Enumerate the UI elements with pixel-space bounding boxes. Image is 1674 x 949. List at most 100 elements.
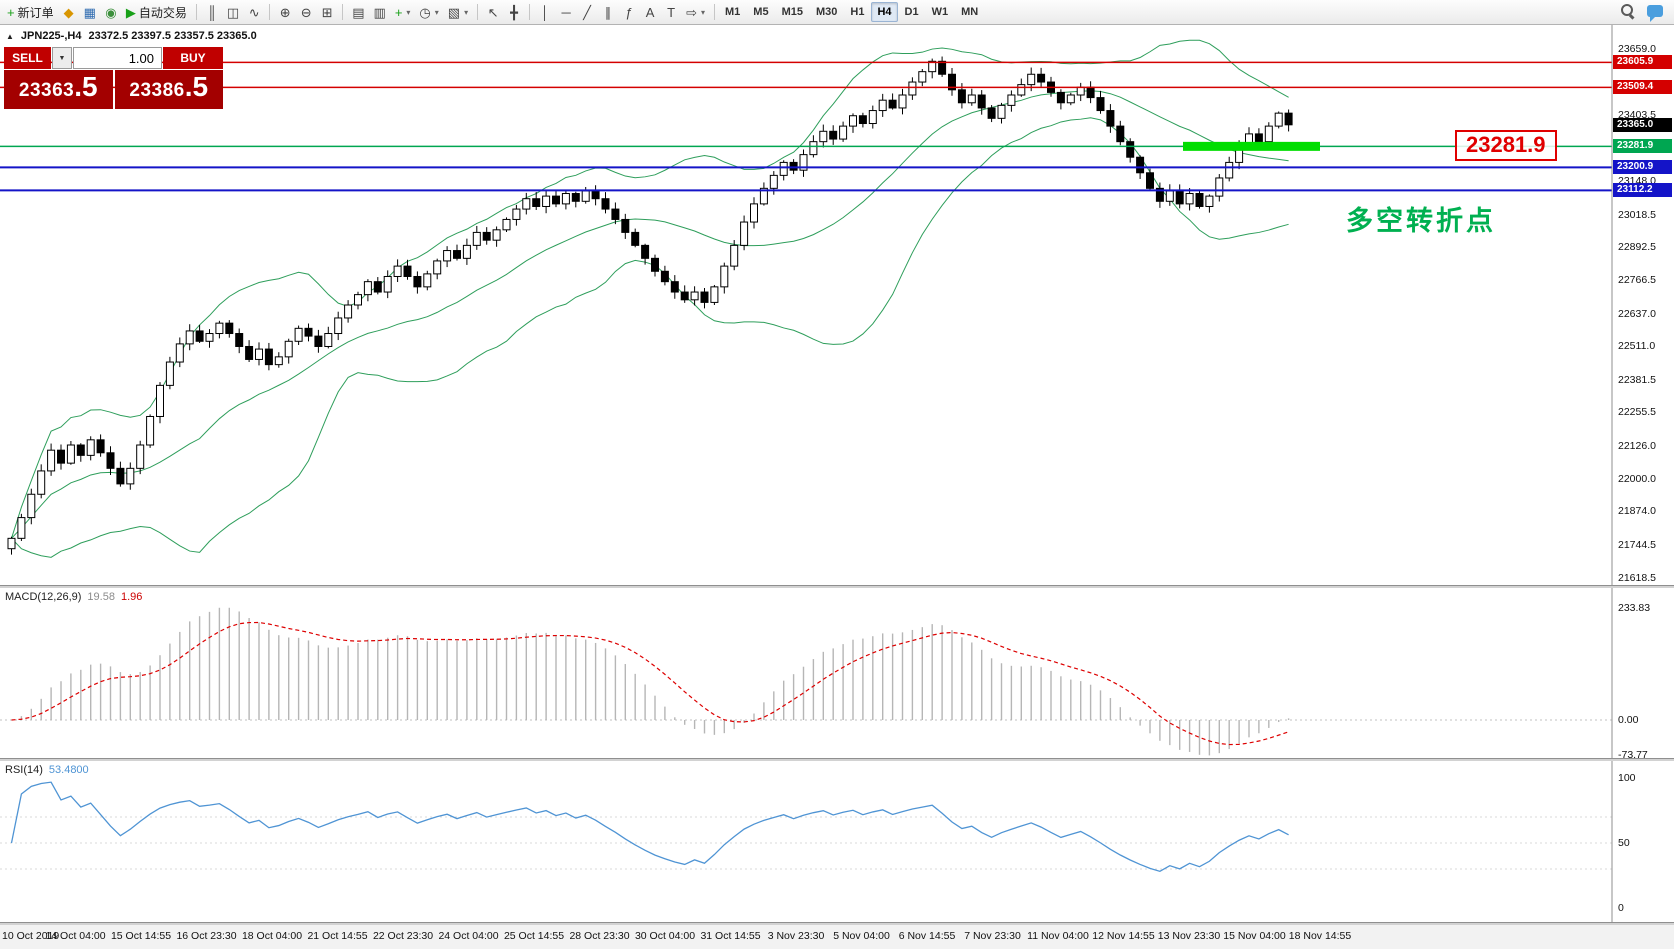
y-axis-tick: 22766.5 [1618, 273, 1656, 286]
chart-text-annotation[interactable]: 多空转折点 [1346, 206, 1496, 236]
arrange-horizontal-icon[interactable]: ▤ [348, 2, 368, 22]
resistance-upper-price-label: 23605.9 [1613, 55, 1672, 70]
crosshair-icon[interactable]: ╋ [504, 2, 524, 22]
chart-title: ▲ JPN225-,H4 23372.5 23397.5 23357.5 233… [6, 30, 257, 42]
y-axis-tick: 21618.5 [1618, 571, 1656, 584]
volume-dropdown-button[interactable]: ▼ [52, 47, 72, 69]
new-order-glyph: + [7, 4, 15, 20]
sell-price-button[interactable]: 23363.5 [4, 70, 113, 109]
x-axis-label: 12 Nov 14:55 [1092, 930, 1155, 942]
search-button[interactable] [1618, 1, 1637, 23]
macd-main-value: 19.58 [87, 591, 115, 603]
y-axis-tick: 23018.5 [1618, 208, 1656, 221]
pivot-price-callout[interactable]: 23281.9 [1455, 130, 1557, 161]
timeframe-m5-button[interactable]: M5 [747, 2, 774, 22]
horizontal-line-icon-glyph: ─ [561, 4, 571, 20]
text-icon[interactable]: A [640, 2, 660, 22]
timeframe-m30-button[interactable]: M30 [810, 2, 843, 22]
support-upper-price-label: 23200.9 [1613, 160, 1672, 175]
pane-splitter[interactable] [0, 758, 1674, 761]
indicators-glyph: + [394, 4, 403, 20]
toolbar-divider [269, 4, 271, 20]
y-axis-tick: 22255.5 [1618, 406, 1656, 419]
rsi-value: 53.4800 [48, 764, 89, 776]
x-axis-label: 11 Nov 04:00 [1027, 930, 1089, 942]
pane-splitter[interactable] [0, 585, 1674, 588]
arrows-icon[interactable]: ⇨ ▾ [682, 2, 709, 22]
buy-button[interactable]: BUY [163, 47, 223, 69]
candlestick-chart-icon[interactable]: ◫ [223, 2, 243, 22]
volume-input[interactable] [73, 47, 162, 69]
auto-trading-button[interactable]: ▶ 自动交易 [122, 2, 191, 22]
metaeditor-icon[interactable]: ◆ [59, 2, 79, 22]
tile-windows-icon[interactable]: ⊞ [317, 2, 337, 22]
chat-button[interactable] [1645, 3, 1665, 22]
market-watch-icon[interactable]: ▦ [80, 2, 100, 22]
timeframe-mn-button[interactable]: MN [955, 2, 984, 22]
text-icon-glyph: A [645, 4, 655, 20]
zoom-out-icon-glyph: ⊖ [300, 4, 312, 20]
main-chart[interactable] [0, 25, 1674, 585]
timeframe-h4-button[interactable]: H4 [871, 2, 898, 22]
line-chart-icon-glyph: ∿ [248, 4, 260, 20]
rsi-line [10, 781, 1289, 873]
pane-splitter[interactable] [0, 922, 1674, 925]
bollinger-upper-line [11, 39, 1289, 539]
fibonacci-icon-glyph: ƒ [625, 4, 633, 20]
indicators-button[interactable]: + ▾ [391, 2, 415, 22]
line-chart-icon[interactable]: ∿ [244, 2, 264, 22]
templates-button[interactable]: ▧ ▾ [444, 2, 472, 22]
sell-button[interactable]: SELL [4, 47, 51, 69]
periods-button[interactable]: ◷ ▾ [415, 2, 442, 22]
rsi-axis-tick: 100 [1618, 772, 1636, 784]
periods-glyph: ◷ [419, 4, 431, 20]
y-axis-tick: 22126.0 [1618, 440, 1656, 453]
macd-chart[interactable] [0, 588, 1674, 758]
vertical-line-icon-glyph: │ [541, 4, 550, 20]
x-axis[interactable]: 10 Oct 2019 14 Oct 04:00 15 Oct 14:55 16 Oc… [0, 925, 1674, 949]
templates-glyph: ▧ [447, 4, 461, 20]
bar-chart-icon[interactable]: ║ [202, 2, 222, 22]
x-axis-label: 6 Nov 14:55 [898, 930, 956, 942]
x-axis-label: 21 Oct 14:55 [307, 930, 368, 942]
fibonacci-icon[interactable]: ƒ [619, 2, 639, 22]
timeframe-m15-button[interactable]: M15 [776, 2, 809, 22]
zoom-out-icon[interactable]: ⊖ [296, 2, 316, 22]
macd-axis-tick: 233.83 [1618, 601, 1651, 614]
timeframe-d1-button[interactable]: D1 [899, 2, 925, 22]
metaeditor-icon-glyph: ◆ [63, 4, 74, 20]
y-axis-tick: 21744.5 [1618, 538, 1656, 551]
timeframe-m1-button[interactable]: M1 [719, 2, 746, 22]
x-axis-label: 25 Oct 14:55 [503, 930, 565, 942]
cursor-icon[interactable]: ↖ [483, 2, 503, 22]
equidistant-channel-icon[interactable]: ∥ [598, 2, 618, 22]
caret-icon: ▾ [434, 7, 439, 17]
y-axis-tick: 22511.0 [1618, 340, 1656, 353]
rsi-axis-tick: 0 [1618, 902, 1624, 914]
equidistant-channel-icon-glyph: ∥ [604, 4, 612, 20]
timeframe-h1-button[interactable]: H1 [844, 2, 870, 22]
bollinger-lower-line [11, 117, 1289, 558]
trendline-icon[interactable]: ╱ [577, 2, 597, 22]
zoom-in-icon[interactable]: ⊕ [275, 2, 295, 22]
timeframe-w1-button[interactable]: W1 [926, 2, 955, 22]
y-axis-tick: 22637.0 [1618, 307, 1656, 320]
vertical-line-icon[interactable]: │ [535, 2, 555, 22]
rsi-chart[interactable] [0, 761, 1674, 922]
toolbar-divider [529, 4, 531, 20]
main-chart-pane: ▲ JPN225-,H4 23372.5 23397.5 23357.5 233… [0, 25, 1674, 585]
buy-price-button[interactable]: 23386.5 [114, 70, 223, 109]
text-label-icon[interactable]: T [661, 2, 681, 22]
arrange-vertical-icon-glyph: ▥ [373, 4, 386, 20]
crosshair-icon-glyph: ╋ [510, 4, 518, 20]
toolbar-divider [714, 4, 716, 20]
market-watch-icon-glyph: ▦ [83, 4, 96, 20]
pivot-highlight[interactable] [1183, 141, 1320, 151]
horizontal-line-icon[interactable]: ─ [556, 2, 576, 22]
x-axis-label: 15 Nov 04:00 [1223, 930, 1286, 942]
sell-price-pips: .5 [74, 71, 98, 102]
navigator-icon[interactable]: ◉ [101, 2, 121, 22]
arrange-vertical-icon[interactable]: ▥ [370, 2, 390, 22]
x-axis-label: 3 Nov 23:30 [767, 930, 825, 942]
new-order-button[interactable]: + 新订单 [3, 2, 58, 22]
